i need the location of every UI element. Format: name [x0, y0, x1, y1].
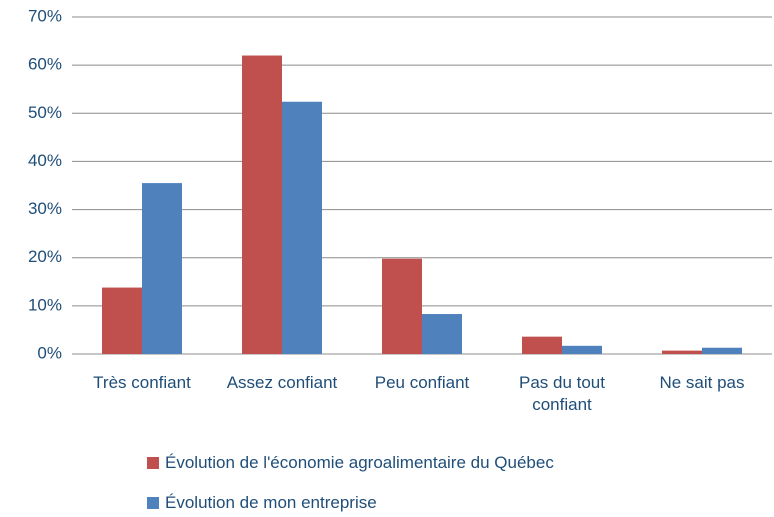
bar: [242, 55, 282, 355]
bar: [422, 314, 462, 354]
bar: [562, 345, 602, 354]
bar: [382, 258, 422, 354]
bar: [522, 336, 562, 354]
legend-item: Évolution de mon entreprise: [147, 493, 377, 513]
y-tick-label: 60%: [28, 55, 62, 74]
x-tick-label: Peu confiant: [374, 373, 470, 392]
y-tick-label: 10%: [28, 295, 62, 314]
x-tick-label: Assez confiant: [226, 373, 338, 392]
bar: [102, 287, 142, 354]
legend-label: Évolution de mon entreprise: [165, 493, 377, 512]
y-tick-label: 50%: [28, 103, 62, 122]
legend-item: Évolution de l'économie agroalimentaire …: [147, 453, 554, 473]
x-tick-label: Très confiant: [93, 373, 191, 392]
x-tick-label: Ne sait pas: [659, 373, 745, 392]
legend-swatch: [147, 497, 159, 509]
legend-label: Évolution de l'économie agroalimentaire …: [165, 453, 554, 472]
x-tick-label: Pas du tout confiant: [518, 373, 605, 414]
bar: [282, 101, 322, 354]
y-tick-label: 30%: [28, 199, 62, 218]
y-tick-label: 70%: [28, 6, 62, 25]
bar: [662, 350, 702, 354]
y-tick-label: 40%: [28, 151, 62, 170]
bar: [142, 183, 182, 354]
y-tick-label: 20%: [28, 247, 62, 266]
bar: [702, 347, 742, 354]
legend-swatch: [147, 457, 159, 469]
y-tick-label: 0%: [37, 343, 62, 362]
